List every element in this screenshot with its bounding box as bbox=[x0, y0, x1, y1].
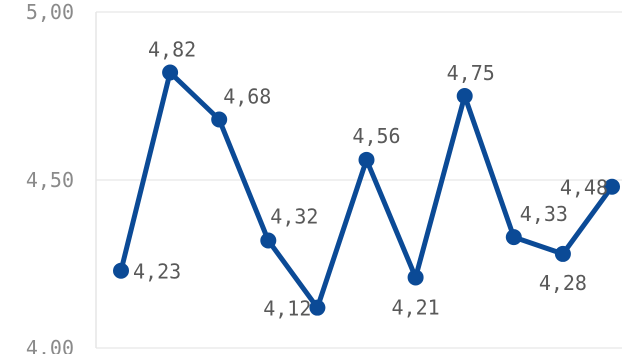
y-tick-label: 4,50 bbox=[26, 168, 74, 192]
data-point bbox=[162, 64, 179, 81]
data-point bbox=[554, 245, 571, 262]
data-label: 4,32 bbox=[270, 204, 318, 228]
data-label: 4,82 bbox=[148, 37, 196, 61]
data-labels: 4,23 4,82 4,68 4,32 4,12 4,56 4,21 4,75 4,33 4,28… bbox=[133, 37, 608, 320]
data-point bbox=[309, 299, 326, 316]
data-label: 4,21 bbox=[392, 295, 440, 319]
data-label: 4,28 bbox=[539, 271, 587, 295]
y-tick-label: 4,00 bbox=[26, 336, 74, 354]
data-point bbox=[358, 151, 375, 168]
data-label: 4,75 bbox=[447, 61, 495, 85]
data-label: 4,23 bbox=[133, 260, 181, 284]
data-label: 4,48 bbox=[560, 176, 608, 200]
data-label: 4,56 bbox=[352, 124, 400, 148]
data-label: 4,68 bbox=[223, 85, 271, 109]
series-layer bbox=[113, 64, 620, 316]
data-label: 4,12 bbox=[263, 297, 311, 321]
y-axis-ticks: 4,00 4,50 5,00 bbox=[26, 0, 74, 354]
data-point bbox=[407, 269, 424, 286]
y-tick-label: 5,00 bbox=[26, 0, 74, 24]
data-label: 4,33 bbox=[520, 202, 568, 226]
data-point bbox=[211, 111, 228, 128]
data-point bbox=[113, 262, 129, 279]
data-point bbox=[456, 88, 473, 104]
data-point bbox=[260, 232, 277, 249]
data-point bbox=[505, 229, 522, 246]
data-point bbox=[604, 178, 620, 195]
